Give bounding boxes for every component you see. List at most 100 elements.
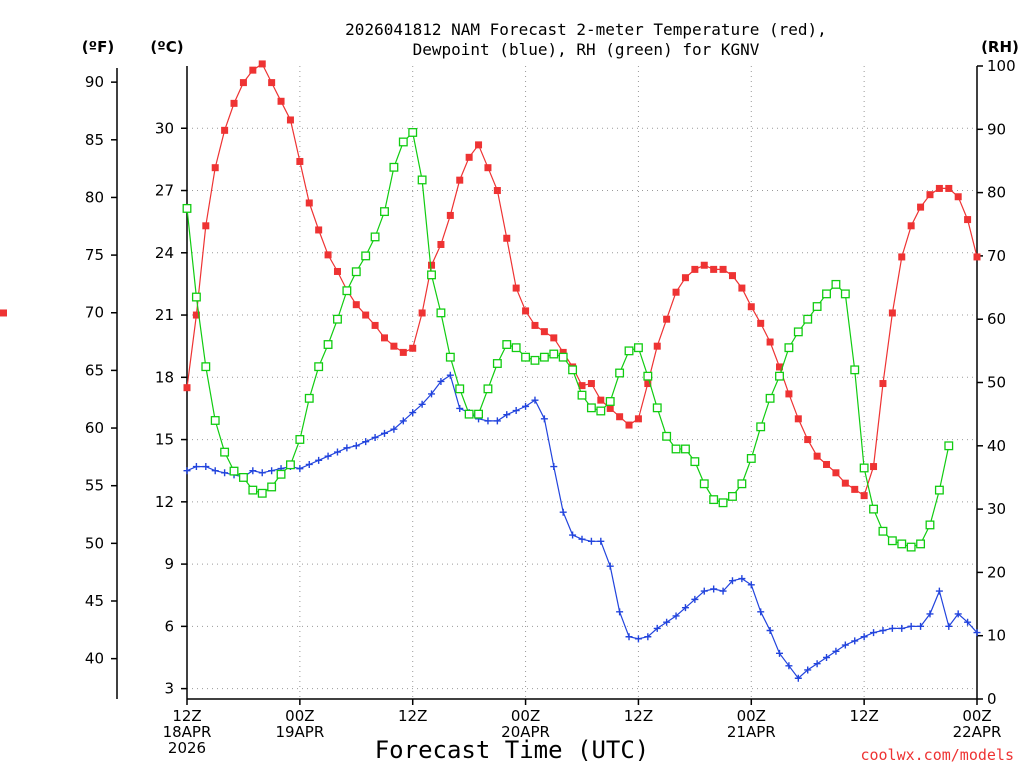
rh-point — [257, 488, 267, 498]
temperature-point — [644, 380, 652, 388]
rh-point — [220, 447, 230, 457]
temperature-point — [362, 311, 370, 319]
dewpoint-point — [418, 400, 426, 408]
rh-point — [887, 536, 897, 546]
fahrenheit-tick-label: 60 — [85, 419, 104, 437]
celsius-unit-label: (ºC) — [150, 38, 183, 56]
dewpoint-point — [747, 581, 755, 589]
rh-point — [850, 365, 860, 375]
rh-point — [286, 460, 295, 470]
dewpoint-point — [634, 635, 642, 643]
dewpoint-point — [823, 653, 831, 661]
dewpoint-point — [597, 537, 605, 545]
fahrenheit-tick-label: 45 — [85, 592, 104, 610]
dewpoint-point — [484, 417, 492, 425]
temperature-point — [550, 334, 558, 342]
dewpoint-point — [362, 438, 370, 446]
dewpoint-point — [343, 444, 351, 452]
rh-point — [530, 355, 540, 365]
dewpoint-point — [183, 467, 191, 475]
dewpoint-point — [804, 666, 812, 674]
rh-point — [859, 463, 869, 473]
rh-point — [652, 403, 662, 413]
rh-tick-label: 0 — [987, 690, 997, 708]
rh-point — [427, 270, 436, 280]
series-dewpoint — [184, 372, 981, 682]
rh-tick-label: 40 — [987, 437, 1006, 455]
temperature-point — [719, 265, 727, 273]
fahrenheit-tick-label: 75 — [85, 246, 104, 264]
dewpoint-point — [296, 465, 304, 473]
temperature-point — [700, 261, 708, 269]
temperature-point — [794, 415, 802, 423]
dewpoint-point — [512, 407, 520, 415]
fahrenheit-tick-label: 90 — [85, 73, 104, 91]
rh-point — [906, 542, 916, 552]
dewpoint-point — [437, 377, 445, 385]
dewpoint-point — [192, 463, 200, 471]
temperature-point — [324, 251, 332, 259]
rh-point — [568, 365, 578, 375]
rh-point — [831, 279, 841, 289]
dewpoint-point — [700, 587, 708, 595]
rh-point — [878, 526, 888, 536]
rh-point — [502, 340, 512, 349]
temperature-point — [399, 348, 407, 356]
temperature-point — [409, 344, 417, 352]
rh-point — [934, 485, 944, 495]
rh-point — [746, 454, 756, 463]
temperature-point — [898, 253, 906, 261]
fahrenheit-tick-label: 50 — [85, 534, 104, 552]
x-tick-label: 12Z — [172, 707, 201, 725]
rh-point — [370, 232, 380, 242]
rh-point — [445, 352, 455, 362]
rh-point — [389, 162, 399, 172]
rh-point — [916, 539, 926, 549]
rh-tick-label: 20 — [987, 563, 1006, 581]
series-layer — [0, 60, 981, 682]
temperature-point — [785, 390, 793, 398]
dewpoint-point — [691, 595, 699, 603]
x-tick-label: 12Z — [624, 707, 653, 725]
rh-point — [840, 289, 850, 299]
dewpoint-point — [456, 404, 464, 412]
dewpoint-point — [409, 409, 417, 417]
x-tick-label: 12Z — [398, 707, 427, 725]
chart-title-line-1: 2026041812 NAM Forecast 2-meter Temperat… — [345, 20, 827, 39]
rh-point — [944, 441, 954, 451]
dewpoint-point — [973, 629, 981, 637]
grid-lines — [187, 66, 977, 699]
rh-point — [323, 340, 333, 349]
temperature-point — [653, 342, 661, 350]
fahrenheit-tick-label: 85 — [85, 131, 104, 149]
rh-axis: 0 10 20 30 40 50 60 70 80 90 100 — [977, 57, 1016, 708]
dewpoint-point — [258, 469, 266, 477]
fahrenheit-tick-label: 80 — [85, 188, 104, 206]
fahrenheit-tick-label: 70 — [85, 304, 104, 322]
rh-point — [398, 137, 408, 147]
temperature-point — [418, 309, 426, 317]
celsius-tick-label: 18 — [155, 368, 174, 386]
x-tick-label: 22APR — [953, 723, 1002, 741]
rh-point — [605, 397, 615, 406]
temperature-point — [747, 303, 755, 311]
dewpoint-point — [926, 610, 934, 618]
temperature-point — [249, 66, 257, 74]
series-line-rh — [186, 131, 950, 548]
temperature-point — [672, 288, 680, 296]
rh-tick-label: 50 — [987, 374, 1006, 392]
dewpoint-point — [870, 629, 878, 637]
dewpoint-point — [446, 371, 454, 379]
dewpoint-point — [663, 618, 671, 626]
temperature-point — [0, 309, 7, 317]
dewpoint-point — [503, 411, 511, 419]
dewpoint-point — [644, 633, 652, 641]
temperature-point — [522, 307, 530, 315]
dewpoint-point — [898, 624, 906, 632]
rh-point — [681, 444, 690, 454]
rh-point — [342, 286, 352, 296]
dewpoint-point — [672, 612, 680, 620]
chart-title-line-2: Dewpoint (blue), RH (green) for KGNV — [413, 40, 760, 59]
dewpoint-point — [681, 604, 689, 612]
